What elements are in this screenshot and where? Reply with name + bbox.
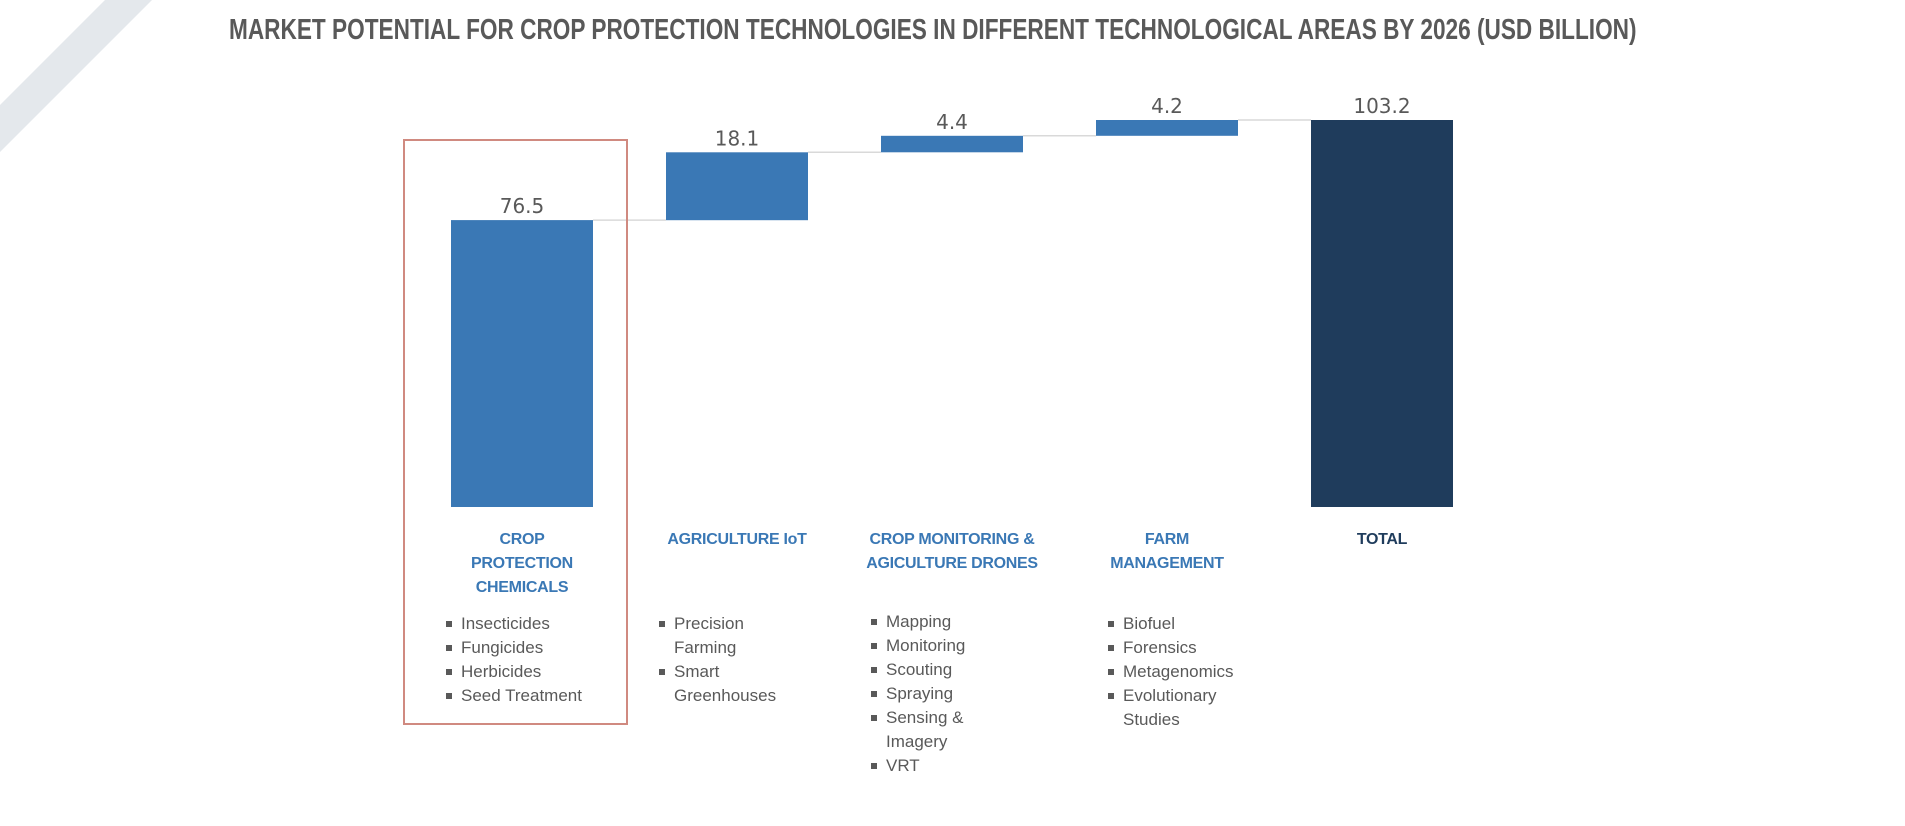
square-bullet-icon [1108, 669, 1114, 675]
list-item-text: Studies [1123, 710, 1180, 729]
list-item-text: Monitoring [886, 636, 966, 655]
square-bullet-icon [871, 667, 877, 673]
sublist: Insecticides Fungicides Herbicides Seed Tre… [446, 612, 582, 708]
square-bullet-icon [1108, 621, 1114, 627]
list-item-text: Forensics [1123, 638, 1197, 657]
list-item-text: Metagenomics [1123, 662, 1234, 681]
square-bullet-icon [871, 715, 877, 721]
list-item-text: Mapping [886, 612, 952, 631]
category-label-line: AGICULTURE DRONES [866, 555, 1038, 572]
square-bullet-icon [1108, 645, 1114, 651]
list-item: Scouting [871, 658, 965, 682]
list-item: Sensing & Imagery [871, 706, 965, 754]
category-label-line: AGRICULTURE IoT [667, 531, 807, 548]
category-label-line: CROP MONITORING & [869, 531, 1035, 548]
data-label: 4.4 [936, 110, 968, 134]
list-item-text: Greenhouses [674, 686, 777, 705]
list-item-text: Herbicides [461, 662, 542, 681]
category-label: TOTAL [1282, 528, 1482, 552]
list-item: Insecticides [446, 612, 582, 636]
list-item: Smart Greenhouses [659, 660, 777, 708]
list-item-text: Seed Treatment [461, 686, 582, 705]
bar-increment [1096, 120, 1238, 136]
category-label: FARM MANAGEMENT [1067, 528, 1267, 576]
list-item: Spraying [871, 682, 965, 706]
list-item: Fungicides [446, 636, 582, 660]
category-label: CROP MONITORING & AGICULTURE DRONES [852, 528, 1052, 576]
list-item-text: Smart [674, 662, 720, 681]
list-item: Metagenomics [1108, 660, 1234, 684]
list-item: Herbicides [446, 660, 582, 684]
square-bullet-icon [871, 691, 877, 697]
highlight-box-crop-protection-chemicals [403, 139, 628, 725]
sublist: Biofuel Forensics Metagenomics Evolutionary… [1108, 612, 1234, 732]
category-label-line: PROTECTION [471, 555, 573, 572]
category-label: CROP PROTECTION CHEMICALS [422, 528, 622, 600]
bar-increment [666, 152, 808, 221]
square-bullet-icon [659, 669, 665, 675]
list-item: Mapping [871, 610, 965, 634]
square-bullet-icon [446, 669, 452, 675]
square-bullet-icon [659, 621, 665, 627]
list-item-text: Evolutionary [1123, 686, 1217, 705]
list-item: Forensics [1108, 636, 1234, 660]
list-item: Precision Farming [659, 612, 776, 660]
chart-title: MARKET POTENTIAL FOR CROP PROTECTION TEC… [229, 14, 1637, 46]
category-label-line: TOTAL [1356, 531, 1408, 548]
list-item: Monitoring [871, 634, 966, 658]
list-item-text: Scouting [886, 660, 953, 679]
data-label: 103.2 [1353, 94, 1410, 118]
list-item: VRT [871, 754, 965, 778]
decorative-diagonal-stripe [0, 0, 152, 152]
list-item-text: Farming [674, 638, 737, 657]
data-label: 18.1 [715, 126, 760, 150]
list-item-text: Sensing & [886, 708, 964, 727]
category-label-line: FARM [1144, 531, 1190, 548]
list-item-text: Biofuel [1123, 614, 1175, 633]
square-bullet-icon [871, 643, 877, 649]
square-bullet-icon [871, 763, 877, 769]
list-item-text: Fungicides [461, 638, 544, 657]
sublist: Mapping Monitoring Scouting Spraying Sensing… [871, 610, 966, 778]
list-item-text: Insecticides [461, 614, 550, 633]
category-label-line: CROP [499, 531, 545, 548]
list-item-text: VRT [886, 756, 920, 775]
list-item-text: Precision [674, 614, 744, 633]
list-item: Biofuel [1108, 612, 1234, 636]
square-bullet-icon [1108, 693, 1114, 699]
square-bullet-icon [446, 645, 452, 651]
bar-total [1311, 120, 1453, 507]
data-label: 76.5 [500, 194, 545, 218]
bar-increment [451, 220, 593, 507]
list-item-text: Spraying [886, 684, 954, 703]
square-bullet-icon [446, 621, 452, 627]
sublist: Precision Farming Smart Greenhouses [659, 612, 777, 708]
data-label: 4.2 [1151, 94, 1183, 118]
square-bullet-icon [871, 619, 877, 625]
list-item: Evolutionary Studies [1108, 684, 1234, 732]
list-item: Seed Treatment [446, 684, 582, 708]
category-label: AGRICULTURE IoT [637, 528, 837, 552]
square-bullet-icon [446, 693, 452, 699]
category-label-line: CHEMICALS [475, 579, 569, 596]
bar-increment [881, 135, 1023, 153]
list-item-text: Imagery [886, 732, 948, 751]
category-label-line: MANAGEMENT [1110, 555, 1224, 572]
